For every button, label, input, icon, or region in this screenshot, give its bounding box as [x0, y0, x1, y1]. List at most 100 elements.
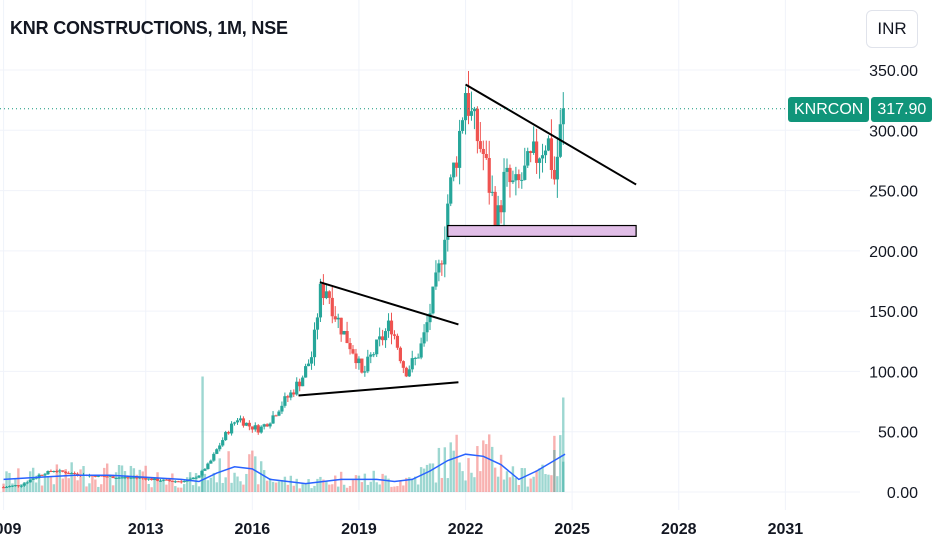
candle-body: [493, 191, 497, 227]
volume-bar: [544, 474, 547, 492]
volume-bar: [188, 472, 192, 492]
volume-bar: [541, 464, 544, 492]
candle-body: [49, 471, 53, 473]
y-tick-label: 250.00: [869, 184, 918, 201]
candle-body: [244, 422, 248, 426]
candle-body: [496, 205, 500, 227]
volume-bar: [37, 473, 41, 492]
volume-bar: [396, 486, 399, 492]
volume-bar: [526, 486, 529, 492]
volume-bar: [251, 450, 254, 492]
candle-body: [523, 165, 527, 180]
candle-body: [357, 358, 361, 364]
candle-body: [502, 171, 506, 213]
candle-body: [19, 485, 23, 487]
volume-bar: [138, 469, 141, 492]
candle-body: [549, 138, 554, 170]
volume-bar: [254, 456, 257, 492]
volume-bar: [479, 471, 482, 492]
candle-body: [203, 469, 207, 471]
candle-body: [419, 343, 423, 358]
volume-bar: [108, 477, 112, 492]
volume-bar: [375, 482, 378, 492]
volume-bar: [348, 485, 352, 492]
candle-body: [463, 93, 468, 121]
candle-body: [490, 191, 494, 193]
volume-bar: [535, 470, 538, 492]
volume-bar: [61, 478, 64, 492]
volume-bar: [381, 473, 384, 492]
volume-bar: [111, 485, 115, 492]
volume-bar: [239, 481, 242, 492]
candle-body: [392, 334, 397, 336]
volume-bar: [165, 484, 168, 492]
candle-body: [437, 263, 441, 273]
volume-bar: [369, 481, 372, 492]
candle-body: [348, 343, 352, 350]
candle-body: [416, 357, 420, 359]
candle-body: [369, 354, 373, 357]
volume-ma-line: [3, 453, 566, 485]
candle-body: [58, 470, 62, 472]
volume-bar: [215, 482, 218, 492]
candle-body: [434, 272, 438, 287]
candle-body: [535, 141, 539, 163]
volume-bar: [180, 487, 183, 492]
candle-body: [221, 440, 225, 446]
candle-body: [96, 475, 100, 477]
candle-body: [381, 336, 385, 341]
candle-body: [561, 108, 565, 125]
candle-body: [179, 481, 183, 483]
volume-bar: [298, 488, 301, 492]
volume-bar: [257, 484, 260, 492]
candle-body: [67, 473, 71, 475]
candle-body: [138, 477, 142, 479]
price-badge-symbol: KNRCON: [788, 97, 870, 122]
candle-body: [342, 330, 346, 335]
volume-bar: [94, 479, 97, 492]
volume-bar: [11, 483, 14, 492]
volume-bar: [387, 478, 390, 492]
volume-bar: [46, 476, 50, 492]
candle-body: [108, 476, 112, 478]
volume-bar: [40, 485, 44, 492]
candle-body: [540, 155, 545, 159]
volume-bar: [553, 450, 556, 492]
candle-body: [16, 485, 20, 487]
volume-bar: [141, 471, 144, 492]
candle-body: [455, 162, 459, 168]
candle-body: [520, 179, 524, 181]
candle-body: [537, 158, 542, 163]
candle-body: [40, 474, 44, 476]
candle-body: [64, 471, 68, 474]
candle-body: [7, 486, 12, 488]
volume-bar: [363, 473, 367, 492]
volume-bar: [446, 478, 449, 492]
volume-bar: [120, 465, 124, 492]
volume-bar: [8, 472, 11, 492]
currency-button[interactable]: INR: [866, 10, 918, 48]
candle-body: [306, 363, 311, 367]
x-tick-label: 2016: [235, 521, 271, 538]
volume-bar: [331, 484, 334, 492]
volume-bar: [485, 444, 488, 492]
volume-bar: [132, 468, 136, 492]
candle-body: [206, 463, 210, 470]
candle-body: [224, 432, 228, 441]
volume-bar: [185, 477, 189, 492]
candle-body: [164, 479, 169, 481]
volume-bar: [523, 468, 526, 492]
volume-bar: [354, 475, 358, 492]
candle-body: [259, 426, 263, 433]
candle-body: [345, 330, 349, 344]
candle-body: [372, 354, 376, 356]
volume-bar: [488, 434, 491, 492]
candle-body: [336, 317, 340, 320]
volume-bar: [502, 479, 506, 492]
volume-bar: [262, 470, 266, 492]
candle-body: [401, 361, 405, 368]
volume-bar: [351, 478, 355, 492]
volume-bar: [562, 397, 565, 492]
volume-bar: [274, 482, 278, 492]
